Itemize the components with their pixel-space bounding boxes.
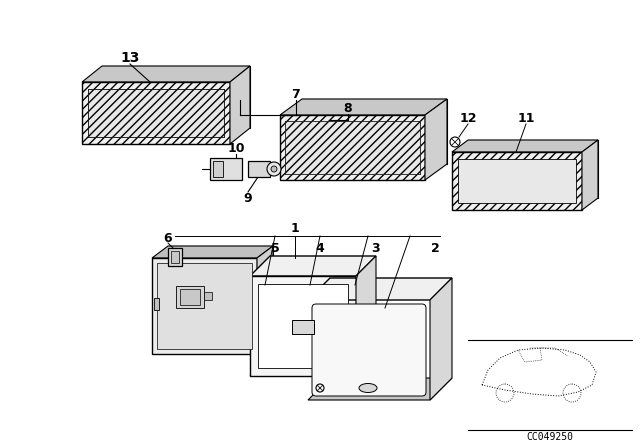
Bar [452, 152, 582, 210]
Polygon shape [230, 66, 250, 144]
Bar [157, 263, 252, 349]
Polygon shape [582, 140, 598, 210]
Text: 7: 7 [292, 87, 300, 100]
Polygon shape [250, 356, 376, 376]
Text: 3: 3 [371, 241, 380, 254]
Bar [285, 121, 420, 174]
Text: CC049250: CC049250 [527, 432, 573, 442]
Bar [292, 320, 314, 334]
Text: 13: 13 [120, 51, 140, 65]
Text: 4: 4 [316, 241, 324, 254]
Bar [285, 121, 420, 174]
Bar [152, 258, 257, 354]
Polygon shape [356, 256, 376, 376]
Polygon shape [152, 246, 273, 258]
Bar [213, 161, 223, 177]
Bar [82, 82, 230, 144]
Circle shape [271, 166, 277, 172]
Polygon shape [102, 66, 250, 128]
Text: 1: 1 [291, 221, 300, 234]
Bar [248, 161, 270, 177]
Circle shape [267, 162, 281, 176]
Polygon shape [425, 99, 447, 180]
FancyBboxPatch shape [312, 304, 426, 396]
Polygon shape [302, 99, 447, 164]
Bar [210, 158, 242, 180]
Text: 10: 10 [227, 142, 244, 155]
Text: 6: 6 [164, 232, 172, 245]
Polygon shape [308, 278, 452, 300]
Bar [258, 284, 348, 368]
Bar [88, 89, 224, 137]
Polygon shape [452, 140, 598, 152]
Polygon shape [168, 246, 273, 342]
Text: 9: 9 [244, 191, 252, 204]
Polygon shape [250, 256, 376, 276]
Bar [88, 89, 224, 137]
Bar [204, 292, 212, 300]
Text: 11: 11 [517, 112, 535, 125]
Bar [250, 276, 356, 376]
Polygon shape [430, 278, 452, 400]
Text: 8: 8 [344, 102, 352, 115]
Text: 5: 5 [271, 241, 280, 254]
Polygon shape [308, 378, 452, 400]
Polygon shape [82, 66, 250, 82]
Bar [154, 298, 159, 310]
Ellipse shape [359, 383, 377, 392]
Bar [180, 289, 200, 305]
Bar [176, 286, 204, 308]
Polygon shape [257, 246, 273, 354]
Bar [458, 159, 576, 203]
Bar [280, 115, 425, 180]
Polygon shape [280, 99, 447, 115]
Text: 12: 12 [460, 112, 477, 125]
Bar [168, 248, 182, 266]
Bar [171, 251, 179, 263]
Text: 2: 2 [431, 241, 440, 254]
Polygon shape [468, 140, 598, 198]
